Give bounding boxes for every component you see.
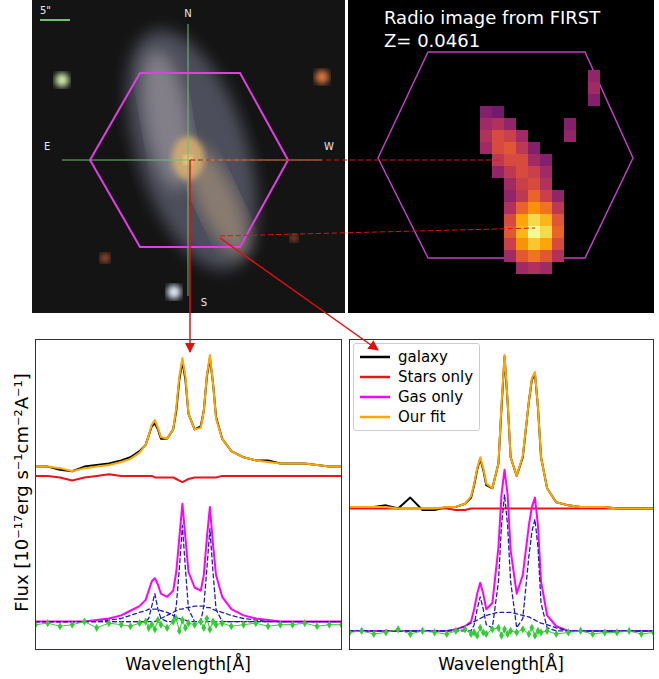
html-text:Wavelength[Å]: Wavelength[Å] <box>125 654 251 674</box>
html-text:Stars only: Stars only <box>398 368 474 386</box>
html-text:galaxy: galaxy <box>398 348 448 366</box>
html-text:Wavelength[Å]: Wavelength[Å] <box>438 654 564 674</box>
html-text:Our fit: Our fit <box>398 408 446 426</box>
svg-text:E: E <box>44 141 50 152</box>
svg-text:Radio image from FIRST: Radio image from FIRST <box>384 7 601 28</box>
svg-text:W: W <box>324 141 334 152</box>
svg-text:S: S <box>201 297 207 308</box>
svg-text:N: N <box>184 8 191 19</box>
svg-text:5": 5" <box>40 5 51 16</box>
html-text:Flux [10⁻¹⁷erg s⁻¹cm⁻²A⁻¹]: Flux [10⁻¹⁷erg s⁻¹cm⁻²A⁻¹] <box>10 373 32 612</box>
html-text:Gas only: Gas only <box>398 388 464 406</box>
svg-text:Z= 0.0461: Z= 0.0461 <box>384 30 480 51</box>
